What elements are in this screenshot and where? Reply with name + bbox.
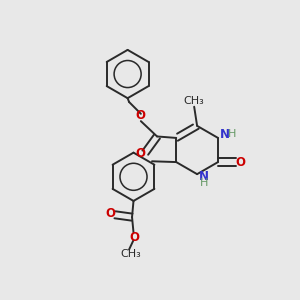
Text: H: H: [228, 129, 236, 140]
Text: N: N: [220, 128, 230, 141]
Text: CH₃: CH₃: [184, 96, 205, 106]
Text: O: O: [105, 207, 115, 220]
Text: CH₃: CH₃: [120, 249, 141, 259]
Text: O: O: [129, 231, 139, 244]
Text: O: O: [135, 109, 145, 122]
Text: O: O: [136, 147, 146, 160]
Text: H: H: [200, 178, 208, 188]
Text: N: N: [199, 170, 208, 183]
Text: O: O: [236, 156, 246, 169]
